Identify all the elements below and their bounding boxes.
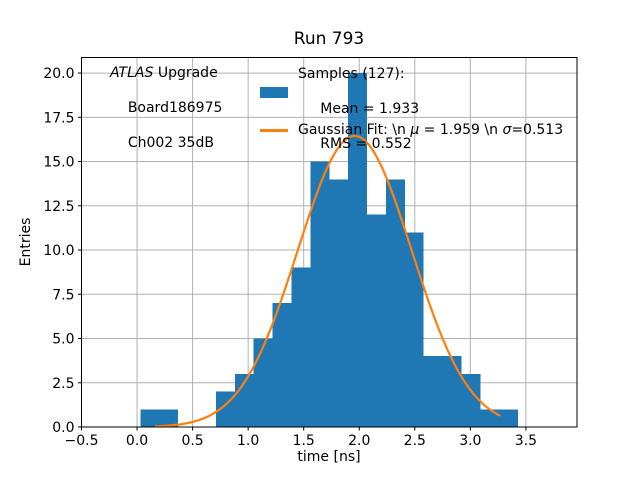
legend-gauss-prefix: Gaussian Fit: \n xyxy=(298,122,411,138)
histogram-bar xyxy=(480,409,500,427)
y-tick-label: 17.5 xyxy=(43,110,74,126)
histogram-bar xyxy=(234,373,254,427)
x-tick-label: 0.5 xyxy=(181,433,203,449)
histogram-bar xyxy=(272,303,292,427)
y-tick-label: 20.0 xyxy=(43,66,74,82)
y-tick-label: 10.0 xyxy=(43,243,74,259)
histogram-bar xyxy=(253,338,273,427)
histogram-bar xyxy=(310,161,330,427)
annotation-board: Board186975 xyxy=(127,100,223,116)
x-tick-label: −0.5 xyxy=(65,433,99,449)
legend-fit-line-swatch xyxy=(260,129,288,132)
histogram-bar xyxy=(423,356,443,427)
sigma-symbol: σ xyxy=(502,122,512,138)
legend-gaussian-entry: Gaussian Fit: \n μ = 1.959 \n σ=0.513 xyxy=(298,122,563,157)
x-tick-label: 2.0 xyxy=(348,433,370,449)
legend-rms-value: RMS = 0.552 xyxy=(315,135,412,152)
x-tick-label: 2.5 xyxy=(404,433,426,449)
mu-symbol: μ xyxy=(410,122,420,138)
y-tick-label: 12.5 xyxy=(43,199,74,215)
legend-samples-title: Samples (127): xyxy=(298,66,405,82)
annotation-channel: Ch002 35dB xyxy=(127,135,214,151)
x-axis-label: time [ns] xyxy=(297,449,361,465)
legend-gauss-mid: = 1.959 \n xyxy=(419,122,503,138)
y-tick-label: 5.0 xyxy=(52,332,74,348)
y-tick-label: 2.5 xyxy=(52,376,74,392)
y-tick-label: 0.0 xyxy=(52,420,74,436)
histogram-bar xyxy=(348,73,368,427)
histogram-bar xyxy=(291,267,311,427)
annotation-atlas-rest: Upgrade xyxy=(153,65,218,81)
x-tick-label: 0.0 xyxy=(126,433,148,449)
histogram-bar xyxy=(461,373,481,427)
x-tick-label: 1.5 xyxy=(293,433,315,449)
gaussian-fit-curve xyxy=(154,134,501,428)
y-axis-label: Entries xyxy=(18,217,34,267)
histogram-bar xyxy=(499,409,519,427)
annotation-atlas-italic: ATLAS xyxy=(110,65,154,81)
legend-samples-entry: Samples (127): Mean = 1.933 RMS = 0.552 xyxy=(298,66,419,170)
legend-histogram-swatch xyxy=(260,87,288,98)
axes-frame xyxy=(81,57,578,428)
histogram-bar xyxy=(367,214,386,427)
x-tick-label: 3.0 xyxy=(459,433,481,449)
y-tick-label: 7.5 xyxy=(52,287,74,303)
chart-title: Run 793 xyxy=(293,29,365,49)
legend-mean-value: Mean = 1.933 xyxy=(315,100,420,117)
y-tick-label: 15.0 xyxy=(43,155,74,171)
histogram-bar xyxy=(442,356,462,427)
histogram-bar xyxy=(385,179,405,427)
histogram-bar xyxy=(329,179,349,427)
histogram-bar xyxy=(159,409,179,427)
x-tick-label: 1.0 xyxy=(237,433,259,449)
x-tick-label: 3.5 xyxy=(515,433,537,449)
legend-gauss-end: =0.513 xyxy=(511,122,564,138)
annotation-atlas: ATLAS Upgrade Board186975 Ch002 35dB xyxy=(110,65,222,170)
histogram-bar xyxy=(140,409,160,427)
histogram-bar xyxy=(404,232,424,427)
